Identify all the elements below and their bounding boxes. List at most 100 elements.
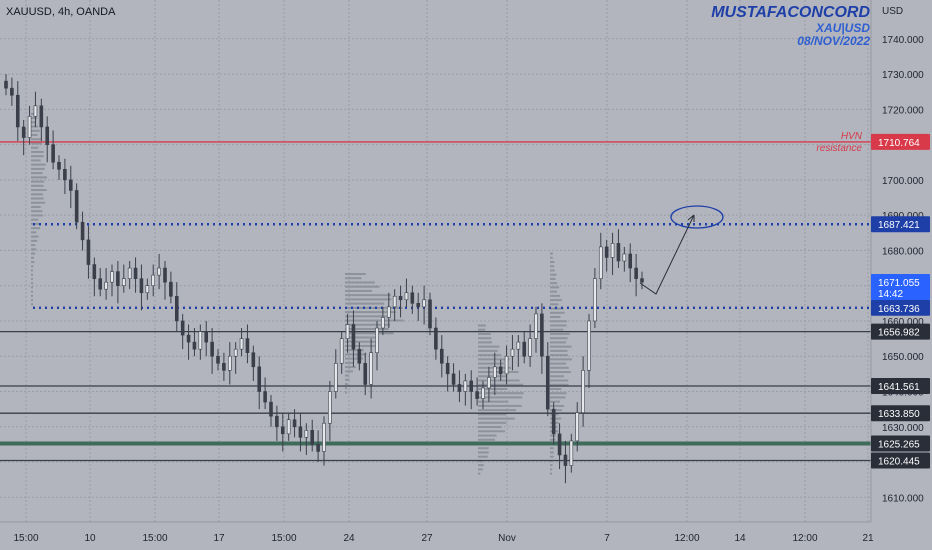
profile-bar xyxy=(550,396,566,399)
profile-bar xyxy=(550,337,568,340)
price-tag-label: 1625.265 xyxy=(878,439,920,450)
candle xyxy=(469,370,474,410)
profile-bar xyxy=(550,464,553,467)
candle xyxy=(634,253,638,297)
candle xyxy=(375,320,379,371)
profile-bar xyxy=(31,134,38,137)
candle-body xyxy=(157,267,161,276)
profile-bar xyxy=(345,298,392,301)
candle-body xyxy=(51,144,55,163)
profile-bar xyxy=(31,227,40,230)
profile-bar xyxy=(31,205,41,208)
candle-body xyxy=(269,401,273,417)
candle xyxy=(204,320,209,357)
author-watermark: MUSTAFACONCORD XAU|USD 08/NOV/2022 xyxy=(711,4,870,48)
x-tick-label: 12:00 xyxy=(792,533,817,544)
projection-arrow[interactable] xyxy=(639,214,695,295)
profile-bar xyxy=(478,337,492,340)
candle xyxy=(174,282,179,332)
candle xyxy=(304,423,309,455)
pair-label: XAU|USD xyxy=(815,21,870,35)
profile-bar xyxy=(478,358,510,361)
candle xyxy=(15,81,20,142)
candle-body xyxy=(45,126,50,145)
candle xyxy=(80,211,85,251)
x-tick-label: 15:00 xyxy=(271,533,296,544)
candle xyxy=(604,239,609,272)
candle-body xyxy=(227,355,232,371)
candle-body xyxy=(351,324,356,350)
candle xyxy=(416,292,421,321)
profile-bar xyxy=(550,282,558,285)
arrow-head-icon xyxy=(687,214,695,222)
candle-body xyxy=(304,429,309,438)
profile-bar xyxy=(31,184,44,187)
candle xyxy=(110,264,114,297)
y-tick-label: 1730.000 xyxy=(882,70,924,81)
profile-bar xyxy=(550,354,568,357)
profile-bar xyxy=(31,265,34,268)
candle xyxy=(551,402,556,445)
candle xyxy=(481,380,485,410)
candle xyxy=(280,412,285,452)
candle xyxy=(121,264,126,293)
profile-bar xyxy=(31,201,46,204)
profile-bar xyxy=(31,282,33,285)
profile-bar xyxy=(550,324,567,327)
profile-bar xyxy=(345,306,403,309)
profile-bar xyxy=(345,361,354,364)
profile-bar xyxy=(345,311,396,314)
profile-bar xyxy=(31,138,41,141)
candle xyxy=(392,289,397,321)
profile-bar xyxy=(345,332,394,335)
profile-bar xyxy=(345,323,390,326)
profile-bar xyxy=(550,303,559,306)
target-ellipse[interactable] xyxy=(670,205,724,229)
candle xyxy=(298,412,303,452)
profile-bar xyxy=(550,447,554,450)
time-axis[interactable]: 15:00 10 15:00 17 15:00 24 27 Nov 7 12:00 14 12:00 2… xyxy=(0,521,932,550)
profile-bar xyxy=(550,400,561,403)
candle-body xyxy=(257,366,262,392)
profile-bar xyxy=(550,286,560,289)
profile-bar xyxy=(550,383,569,386)
price-tag-label: 1710.764 xyxy=(878,138,920,149)
profile-bar xyxy=(478,392,524,395)
candle xyxy=(257,356,262,410)
candle xyxy=(74,183,79,230)
profile-bar xyxy=(31,261,35,263)
price-tag xyxy=(871,452,930,469)
profile-bar xyxy=(478,404,522,407)
profile-bar xyxy=(31,146,39,149)
profile-bar xyxy=(31,269,33,272)
price-tag-label: 1633.850 xyxy=(878,409,920,420)
profile-bar xyxy=(31,163,46,166)
candle xyxy=(210,328,214,374)
profile-bar xyxy=(478,455,488,458)
candle-body xyxy=(410,292,415,304)
profile-bar xyxy=(31,176,47,179)
candle xyxy=(463,373,468,406)
candle-body xyxy=(381,317,385,329)
candle xyxy=(593,268,597,329)
candle xyxy=(422,285,426,325)
candle xyxy=(363,352,368,396)
profile-bar xyxy=(550,387,562,390)
candle-body xyxy=(522,341,527,357)
candle xyxy=(163,261,167,300)
candle-body xyxy=(516,341,521,350)
candle-body xyxy=(292,419,297,428)
candle-body xyxy=(92,264,97,279)
profile-bar xyxy=(550,269,555,272)
candle-body xyxy=(392,295,397,308)
candle-body xyxy=(263,391,267,403)
candle-body xyxy=(104,281,108,290)
candle-body xyxy=(163,267,167,283)
profile-bar xyxy=(478,379,520,382)
x-tick-label: 14 xyxy=(734,533,746,544)
candle xyxy=(386,292,391,329)
profile-bar xyxy=(478,409,516,412)
candle-body xyxy=(616,243,621,262)
